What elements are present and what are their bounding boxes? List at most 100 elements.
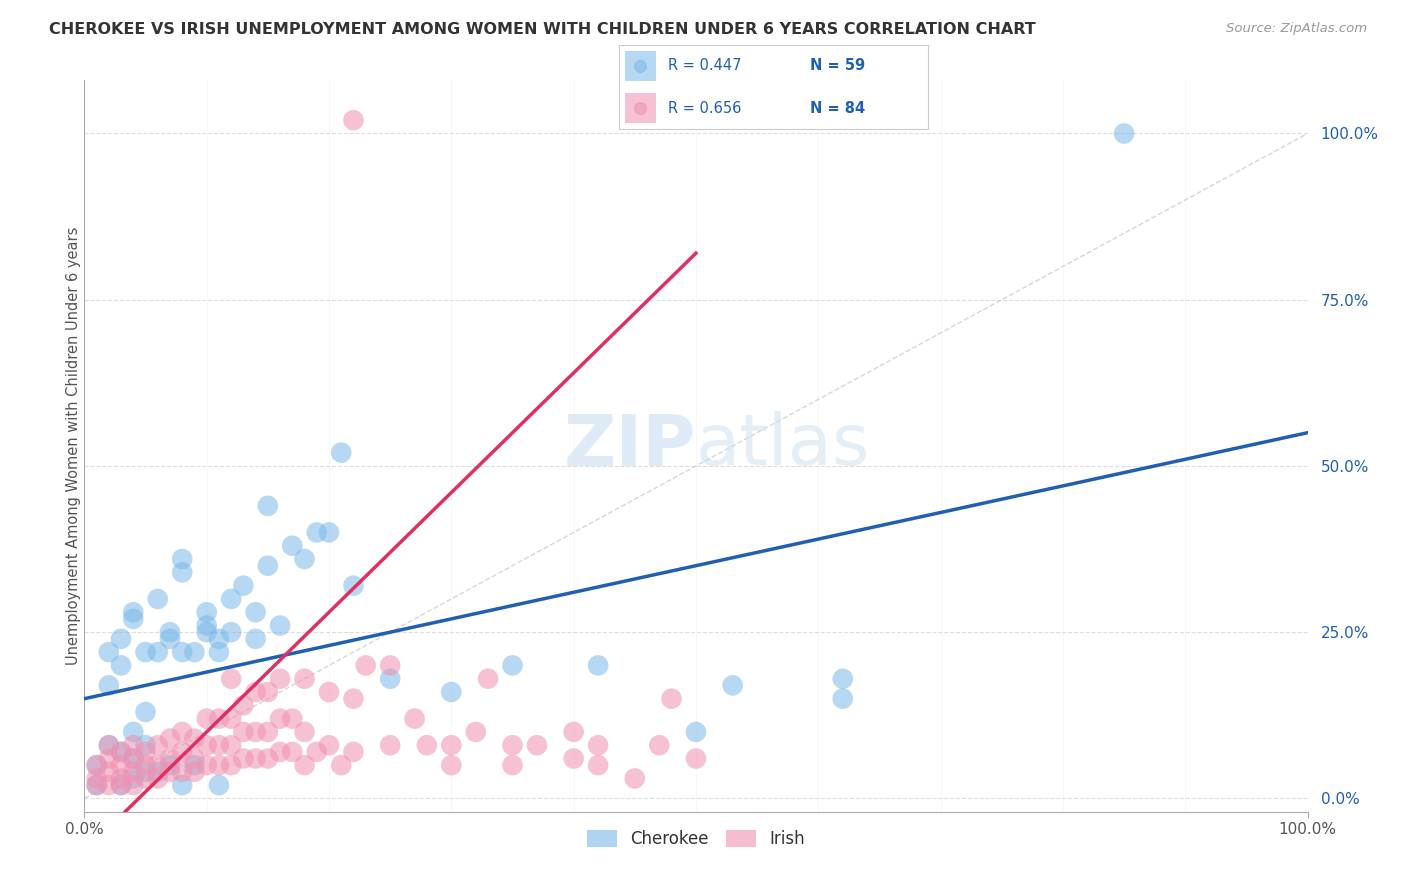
Point [281,745,304,759]
Point [232,579,254,593]
Point [159,764,181,779]
Point [464,725,486,739]
Point [330,758,353,772]
Point [122,612,145,626]
Point [245,751,267,765]
Point [172,645,194,659]
Point [135,758,157,772]
Point [122,751,145,765]
Point [305,745,328,759]
Point [159,751,181,765]
Point [562,725,585,739]
Point [477,672,499,686]
Point [831,672,853,686]
Point [183,731,205,746]
Point [586,758,609,772]
Point [232,725,254,739]
Point [195,712,218,726]
Point [380,672,402,686]
Point [318,738,340,752]
Point [208,632,231,646]
Point [97,778,120,792]
Point [97,751,120,765]
Point [354,658,377,673]
Point [86,778,108,792]
Point [122,725,145,739]
Point [219,738,242,752]
Point [110,758,132,772]
Point [172,745,194,759]
Point [245,605,267,619]
Point [122,778,145,792]
Point [526,738,548,752]
Point [380,738,402,752]
Point [685,725,707,739]
Point [586,738,609,752]
Point [219,712,242,726]
Point [1114,127,1136,141]
Point [122,772,145,786]
Point [721,678,744,692]
Text: N = 59: N = 59 [810,58,866,73]
Point [208,778,231,792]
Point [502,658,524,673]
Point [86,772,108,786]
Point [208,645,231,659]
Point [135,772,157,786]
Point [685,751,707,765]
Point [440,738,463,752]
Point [624,772,647,786]
Point [97,645,120,659]
Point [97,738,120,752]
Text: N = 84: N = 84 [810,101,866,116]
Point [183,758,205,772]
Point [135,705,157,719]
Point [122,605,145,619]
Point [440,685,463,699]
Point [159,758,181,772]
Bar [624,93,655,123]
Point [269,618,291,632]
Point [502,758,524,772]
Point [502,738,524,752]
Point [281,539,304,553]
Text: atlas: atlas [696,411,870,481]
Point [122,764,145,779]
Point [219,591,242,606]
Point [110,632,132,646]
Point [586,658,609,673]
Point [342,745,364,759]
Point [110,772,132,786]
Point [380,658,402,673]
Point [183,764,205,779]
Point [219,625,242,640]
Point [110,658,132,673]
Point [269,745,291,759]
Point [245,725,267,739]
Point [294,725,316,739]
Point [661,691,683,706]
Point [135,738,157,752]
Point [330,445,353,459]
Point [318,685,340,699]
Point [159,632,181,646]
Point [97,738,120,752]
Text: CHEROKEE VS IRISH UNEMPLOYMENT AMONG WOMEN WITH CHILDREN UNDER 6 YEARS CORRELATI: CHEROKEE VS IRISH UNEMPLOYMENT AMONG WOM… [49,22,1036,37]
Point [110,745,132,759]
Point [146,738,169,752]
Legend: Cherokee, Irish: Cherokee, Irish [581,823,811,855]
Point [257,558,280,573]
Point [245,685,267,699]
Point [628,101,651,115]
Point [416,738,439,752]
Point [146,772,169,786]
Point [172,778,194,792]
Text: R = 0.447: R = 0.447 [668,58,741,73]
Point [195,738,218,752]
Point [562,751,585,765]
Point [208,712,231,726]
Text: Source: ZipAtlas.com: Source: ZipAtlas.com [1226,22,1367,36]
Point [86,778,108,792]
Point [110,778,132,792]
Point [257,725,280,739]
